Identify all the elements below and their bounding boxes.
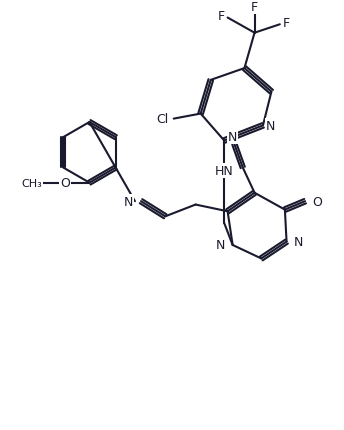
Text: N: N bbox=[216, 239, 225, 252]
Text: N: N bbox=[124, 195, 133, 208]
Text: F: F bbox=[251, 1, 258, 14]
Text: CH₃: CH₃ bbox=[21, 178, 42, 188]
Text: F: F bbox=[283, 17, 290, 30]
Text: HN: HN bbox=[215, 165, 234, 178]
Text: N: N bbox=[228, 131, 237, 144]
Text: Cl: Cl bbox=[156, 113, 168, 126]
Text: F: F bbox=[217, 10, 224, 23]
Text: O: O bbox=[312, 195, 322, 208]
Text: N: N bbox=[294, 236, 303, 249]
Text: N: N bbox=[266, 120, 275, 132]
Text: O: O bbox=[60, 177, 70, 190]
